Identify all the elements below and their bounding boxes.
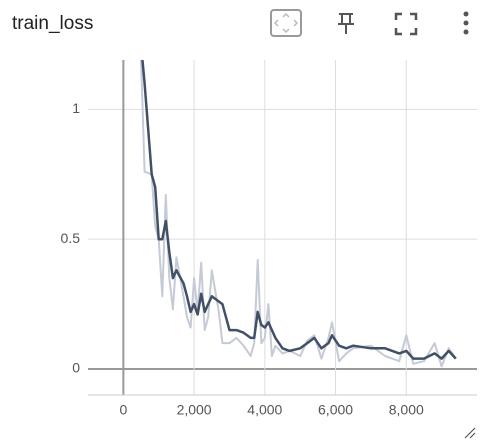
more-button[interactable]	[463, 11, 469, 35]
x-tick-label: 4,000	[247, 402, 282, 418]
y-tick-label: 0	[72, 360, 80, 376]
pin-button[interactable]	[338, 13, 354, 34]
x-tick-label: 6,000	[318, 402, 353, 418]
plot	[140, 60, 457, 368]
chart-title: train_loss	[12, 13, 93, 34]
line-raw	[140, 60, 457, 368]
y-tick-label: 0.5	[61, 230, 81, 246]
toolbar	[270, 9, 469, 37]
line-smoothed	[141, 60, 457, 360]
x-tick-label: 2,000	[177, 402, 212, 418]
fullscreen-button[interactable]	[394, 12, 418, 36]
x-tick-label: 8,000	[389, 402, 424, 418]
y-tick-label: 1	[72, 100, 80, 116]
fit-domain-button[interactable]	[270, 9, 302, 37]
resize-handle[interactable]	[464, 427, 476, 439]
x-tick-label: 0	[119, 402, 127, 418]
